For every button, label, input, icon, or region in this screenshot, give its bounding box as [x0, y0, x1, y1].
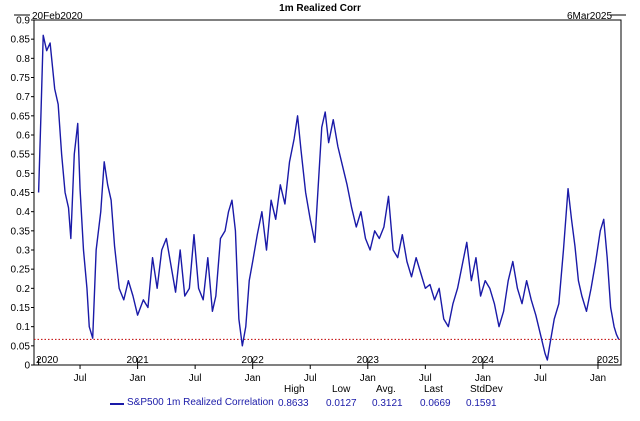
- y-tick-label: 0.4: [16, 207, 30, 218]
- x-month-label: Jan: [590, 373, 606, 384]
- y-tick-label: 0.5: [16, 169, 30, 180]
- end-date-text: 6Mar2025: [567, 11, 612, 22]
- x-month-label: Jul: [189, 373, 202, 384]
- y-axis: 0 0.05 0.1 0.15 0.2 0.25 0.3 0.35 0.4 0.45 0.5 0.55…: [11, 16, 34, 372]
- x-month-label: Jul: [534, 373, 547, 384]
- y-tick-label: 0.3: [16, 246, 30, 257]
- y-tick-label: 0.6: [16, 131, 30, 142]
- end-date-label: 6Mar2025: [567, 11, 626, 22]
- stats-value-low: 0.0127: [326, 398, 357, 409]
- x-month-label: Jul: [304, 373, 317, 384]
- start-date-text: 20Feb2020: [32, 11, 83, 22]
- x-year-label: 2022: [242, 355, 265, 366]
- y-tick-label: 0.2: [16, 284, 30, 295]
- y-tick-label: 0.45: [11, 188, 31, 199]
- y-tick-label: 0.85: [11, 35, 31, 46]
- start-date-label: 20Feb2020: [14, 11, 83, 22]
- stats-value-stddev: 0.1591: [466, 398, 497, 409]
- plot-frame: [33, 19, 622, 366]
- x-month-label: Jan: [245, 373, 261, 384]
- y-tick-label: 0.35: [11, 226, 31, 237]
- chart-title: 1m Realized Corr: [279, 3, 361, 14]
- stats-table: High Low Avg. Last StdDev 0.8633 0.0127 …: [110, 384, 630, 414]
- stats-value-high: 0.8633: [278, 398, 309, 409]
- x-month-label: Jul: [419, 373, 432, 384]
- x-year-label: 2025: [597, 355, 620, 366]
- x-month-label: Jan: [130, 373, 146, 384]
- x-month-label: Jan: [475, 373, 491, 384]
- y-tick-label: 0.55: [11, 150, 31, 161]
- series-line-0: [37, 34, 620, 361]
- stats-value-last: 0.0669: [420, 398, 451, 409]
- x-month-label: Jan: [360, 373, 376, 384]
- y-tick-label: 0.15: [11, 303, 31, 314]
- legend-swatch: [110, 403, 124, 405]
- legend-label: S&P500 1m Realized Correlation: [127, 397, 274, 408]
- y-tick-label: 0.75: [11, 73, 31, 84]
- stats-header-low: Low: [332, 384, 351, 395]
- y-tick-label: 0.25: [11, 265, 31, 276]
- y-tick-label: 0.65: [11, 111, 31, 122]
- stats-header-avg: Avg.: [376, 384, 396, 395]
- stats-header-last: Last: [424, 384, 443, 395]
- y-tick-label: 0.9: [16, 16, 30, 27]
- x-axis: Jul Jan Jul Jan Jul Jan Jul Jan Jul Jan 2020 2021 20…: [36, 355, 619, 384]
- y-tick-label: 0: [24, 361, 30, 372]
- x-year-label: 2023: [357, 355, 380, 366]
- x-year-label: 2024: [472, 355, 495, 366]
- x-month-label: Jul: [74, 373, 87, 384]
- x-year-label: 2020: [36, 355, 59, 366]
- plot-area: [34, 34, 621, 361]
- stats-header-high: High: [284, 384, 305, 395]
- x-year-label: 2021: [126, 355, 149, 366]
- stats-value-avg: 0.3121: [372, 398, 403, 409]
- y-tick-label: 0.05: [11, 341, 31, 352]
- stats-header-stddev: StdDev: [470, 384, 503, 395]
- y-tick-label: 0.7: [16, 92, 30, 103]
- y-tick-label: 0.1: [16, 322, 30, 333]
- y-tick-label: 0.8: [16, 54, 30, 65]
